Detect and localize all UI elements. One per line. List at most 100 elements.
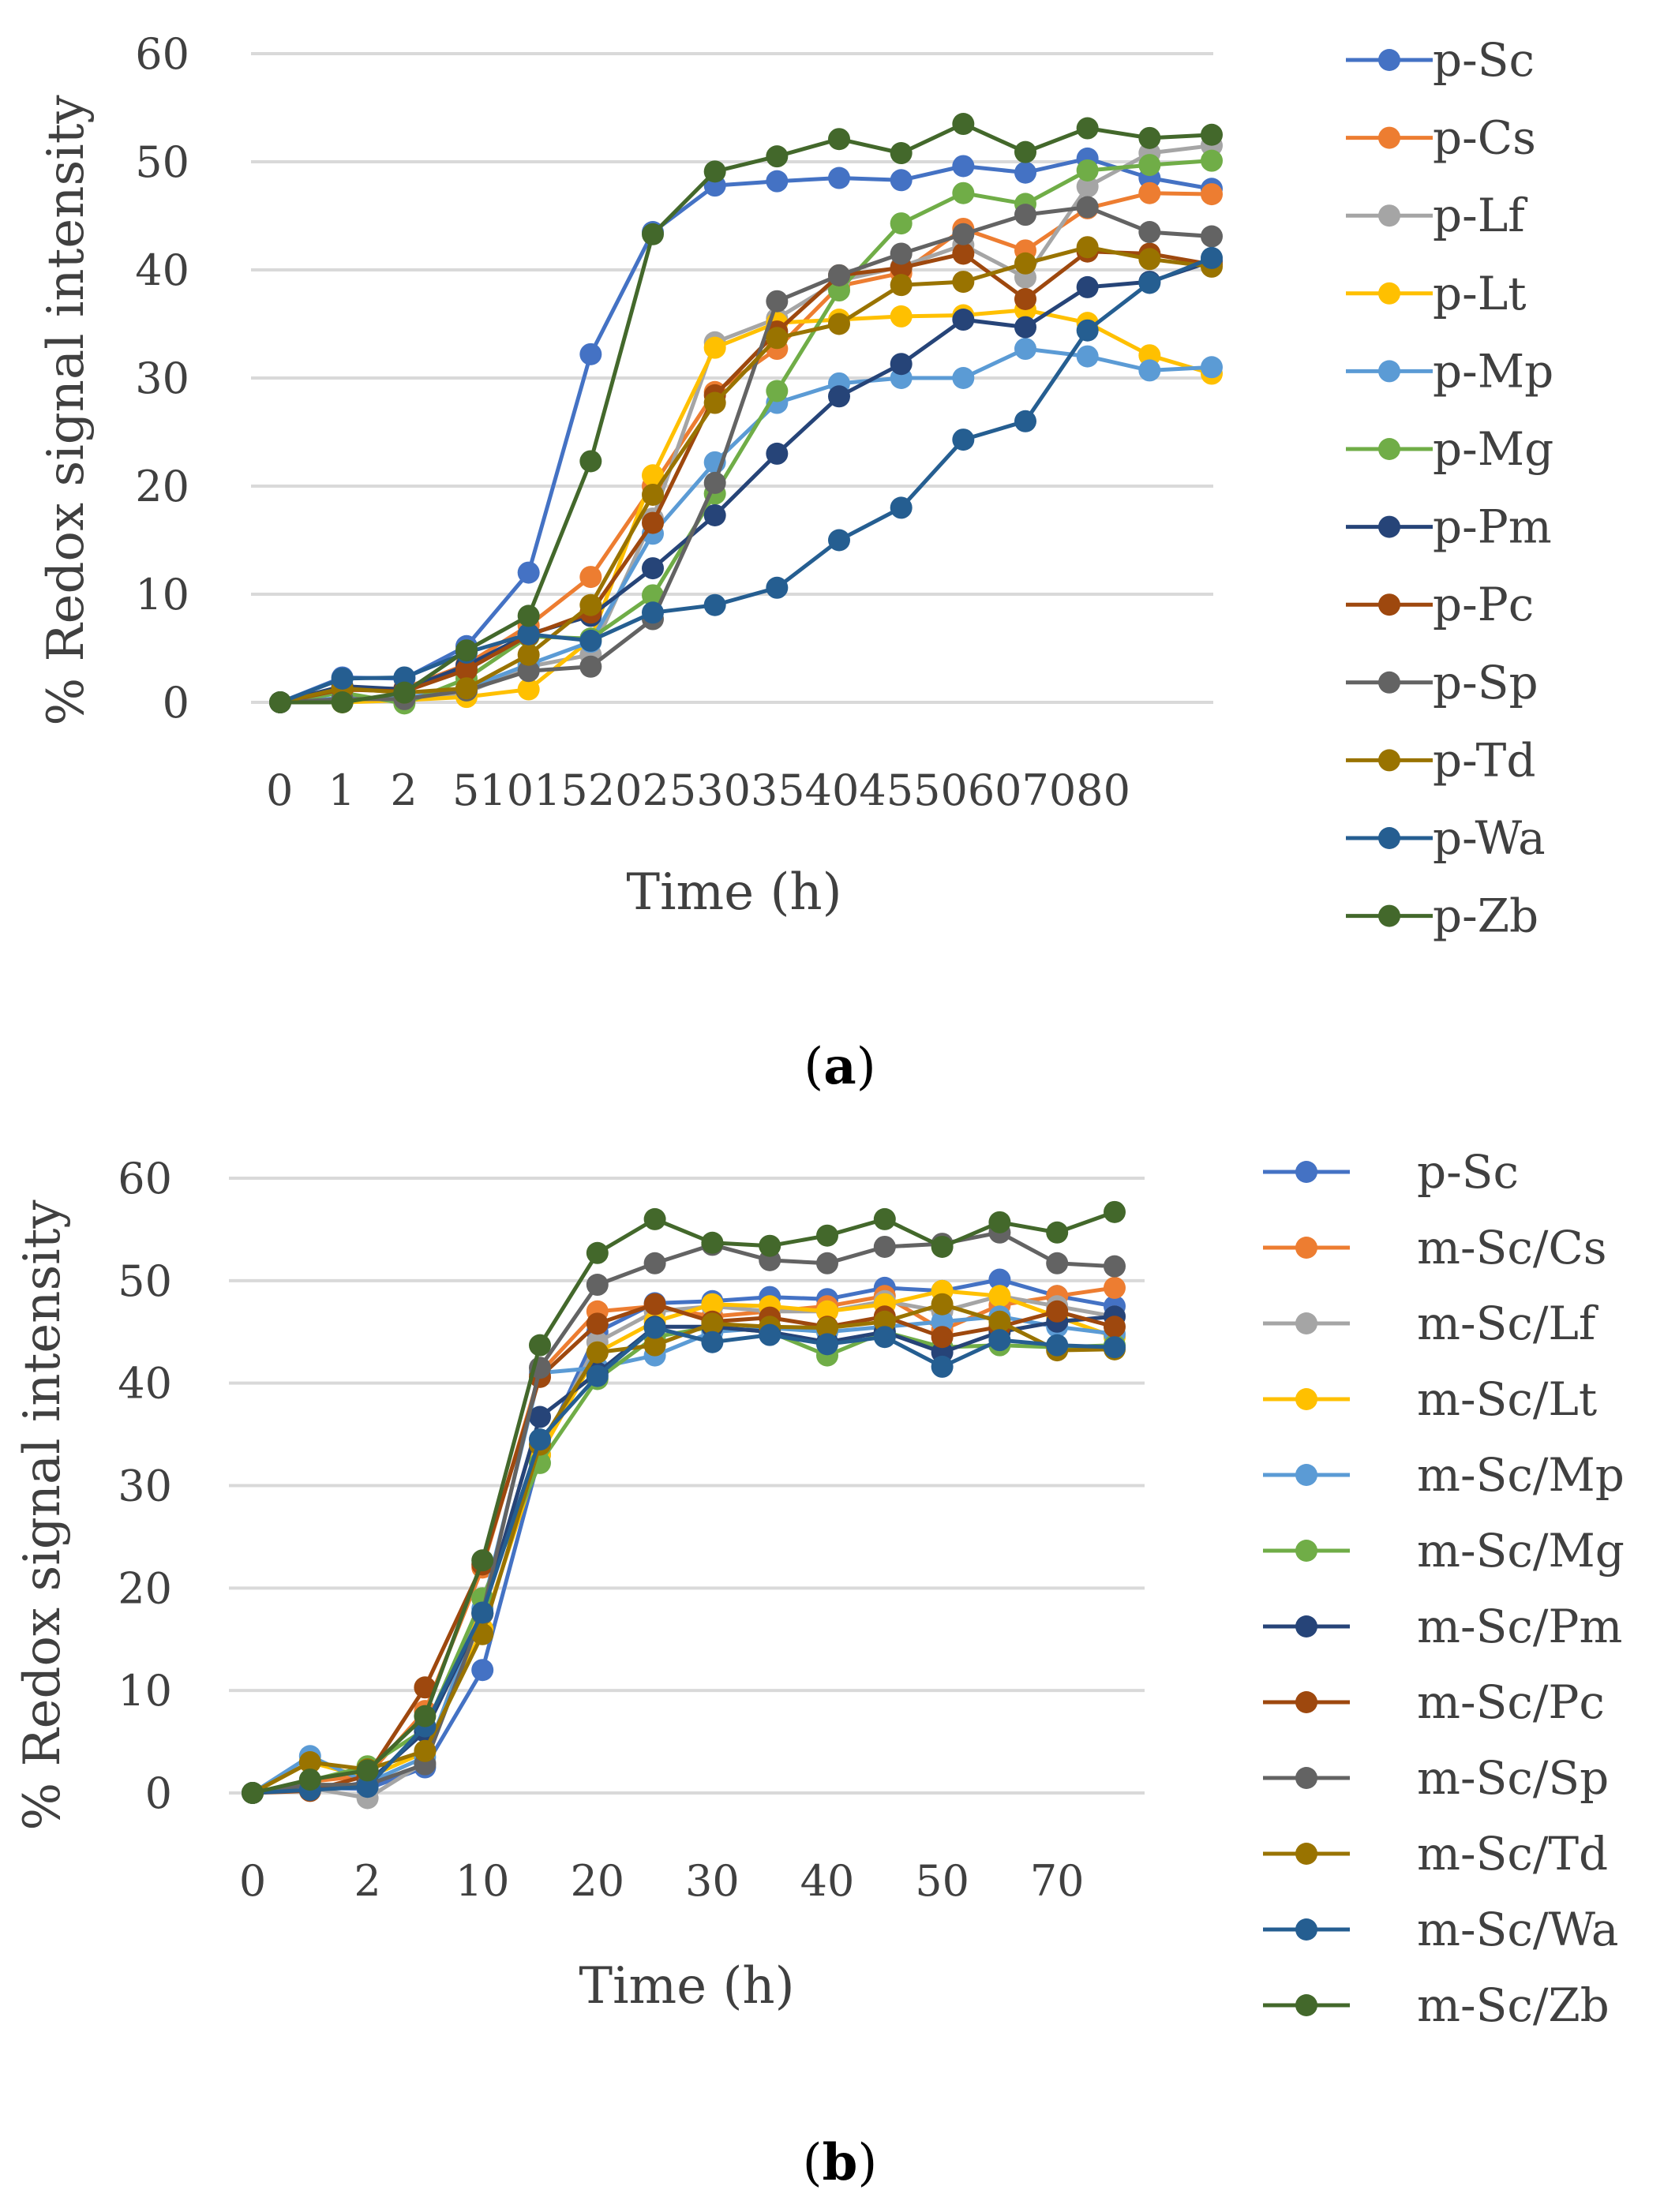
x-tick-label: 10 [455,1856,510,1906]
data-point [988,1268,1011,1291]
data-point [828,313,850,335]
legend-label: p-Sp [1433,656,1538,709]
legend-label: p-Pc [1433,578,1534,631]
legend-marker [1378,360,1400,383]
data-point [952,113,975,136]
data-point [331,691,354,713]
x-tick-label: 15 [534,765,588,815]
legend-marker [1378,671,1400,694]
legend-item: p-Sc [1263,1145,1519,1199]
legend-label: p-Pm [1433,500,1552,554]
legend-item: p-Lf [1346,189,1527,242]
chart-b: % Redox signal intensity Time (h) 010203… [13,1145,1625,2032]
series-line [251,1289,1115,1795]
series-line [252,1286,1115,1795]
data-point [269,691,291,713]
legend-marker [1378,282,1400,305]
data-point [517,561,540,584]
legend-marker [1295,1237,1317,1259]
legend-marker [1378,515,1400,538]
data-point [931,1355,954,1378]
y-tick-label: 10 [118,1666,172,1716]
series-p-Zb [269,113,1223,713]
data-point [471,1549,494,1572]
data-point [952,223,975,245]
data-point [766,145,789,168]
data-point [1201,225,1223,248]
data-point [828,529,850,552]
series-line [252,1326,1115,1795]
series-p-Sp [269,196,1223,713]
data-point [1076,275,1099,298]
data-point [890,169,913,192]
data-point [766,327,789,350]
data-point [393,681,416,704]
legend-item: p-Lt [1346,267,1527,320]
data-point [873,1235,896,1258]
data-point [1201,149,1223,172]
legend-marker [1378,438,1400,460]
legend-label: m-Sc/Lf [1417,1297,1598,1350]
series-m-Sc/Pm [242,1305,1126,1804]
legend-marker [1295,1767,1317,1789]
legend-label: m-Sc/Mp [1417,1448,1625,1502]
legend-label: p-Sc [1433,33,1535,87]
data-point [1014,204,1036,226]
data-point [931,1310,954,1333]
legend-label: p-Mp [1433,344,1553,398]
legend-label: m-Sc/Td [1417,1827,1608,1881]
data-point [1138,248,1161,271]
legend-item: m-Sc/Wa [1263,1903,1619,1956]
data-point [1014,410,1036,432]
series-line [252,1324,1115,1795]
data-point [766,380,789,402]
legend-label: p-Lf [1433,189,1527,242]
y-tick-label: 20 [135,462,189,511]
x-tick-label: 50 [915,1856,969,1906]
data-point [298,1751,321,1774]
data-point [873,1326,896,1349]
data-point [643,1207,666,1230]
data-point [816,1333,838,1356]
y-tick-label: 30 [135,354,189,403]
y-tick-label: 60 [118,1154,172,1203]
series-m-Sc/Td [242,1293,1126,1804]
data-point [701,1331,724,1353]
data-point [890,353,913,376]
series-line [279,346,1212,705]
x-tick-label: 40 [800,1856,855,1906]
data-point [642,601,664,624]
y-tick-label: 60 [135,29,189,79]
legend-label: m-Sc/Mg [1417,1524,1625,1578]
data-point [517,678,540,701]
y-tick-label: 30 [118,1462,172,1511]
data-point [1046,1221,1069,1244]
data-point [1104,1255,1126,1278]
series-p-Wa [269,246,1223,713]
data-point [642,557,664,580]
legend-item: m-Sc/Lf [1263,1297,1598,1350]
x-tick-label: 40 [805,765,860,815]
legend-item: m-Sc/Mg [1263,1524,1625,1578]
data-point [455,677,478,700]
legend-marker [1378,49,1400,71]
x-tick-label: 0 [266,765,293,815]
series-line [279,205,1212,705]
data-point [890,496,913,519]
series-line [251,1314,1115,1795]
data-point [952,155,975,178]
panel-label-b: (b) [803,2133,878,2192]
x-tick-label: 35 [751,765,805,815]
data-point [1138,359,1161,382]
legend-marker [1295,1388,1317,1410]
legend-item: m-Sc/Pm [1263,1600,1622,1653]
series-p-Td [269,236,1223,713]
data-point [1138,182,1161,204]
data-point [703,471,726,494]
y-tick-label: 50 [118,1256,172,1306]
x-tick-label: 30 [696,765,751,815]
legend-marker [1295,1464,1317,1486]
legend-label: m-Sc/Pm [1417,1600,1622,1653]
data-point [988,1329,1011,1352]
data-point [931,1326,954,1349]
